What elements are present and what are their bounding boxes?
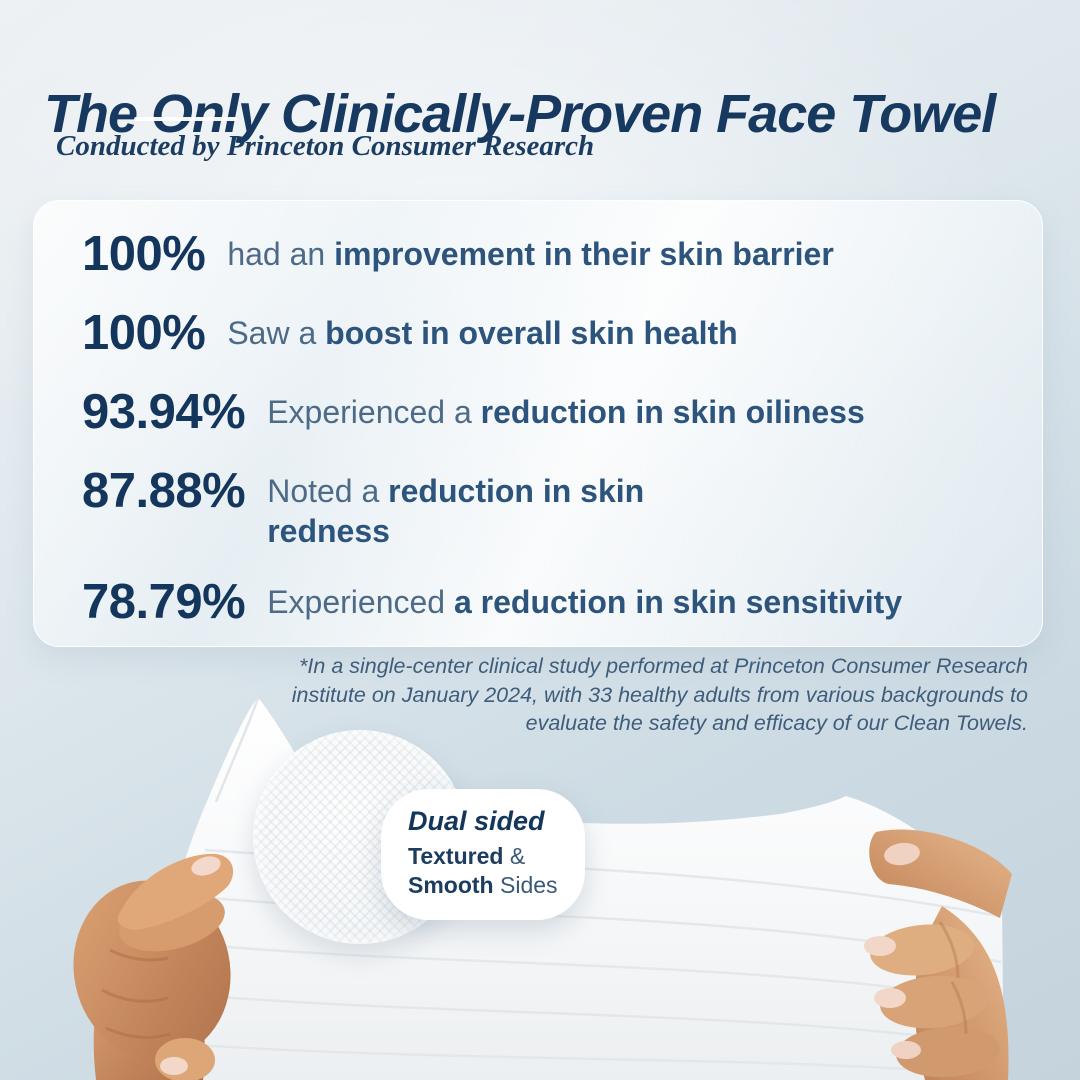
stat-row-skin-redness: 87.88% Noted a reduction in skin redness — [82, 464, 1004, 551]
stat-percent: 100% — [82, 227, 206, 281]
badge-sides-label: Sides — [493, 872, 558, 899]
title-underline — [134, 117, 237, 121]
stat-row-skin-sensitivity: 78.79% Experienced a reduction in skin s… — [82, 575, 1004, 630]
stat-percent: 100% — [82, 305, 206, 360]
knuckle-creases — [938, 921, 968, 1035]
badge-textured-label: Textured — [408, 843, 504, 869]
stat-desc-prefix: had an — [227, 236, 335, 272]
stat-desc-prefix: Noted a — [267, 472, 389, 509]
finger-nail — [874, 988, 906, 1008]
stat-percent: 87.88% — [82, 463, 246, 518]
finger-nail — [160, 1057, 188, 1075]
disclaimer-line: evaluate the safety and efficacy of our … — [525, 711, 1028, 736]
finger-nail — [891, 1041, 921, 1059]
stat-description: Saw a boost in overall skin health — [227, 306, 737, 353]
badge-line-textured: Textured & — [408, 842, 558, 871]
stat-desc-prefix: Experienced a — [267, 393, 481, 430]
study-disclaimer: *In a single-center clinical study perfo… — [292, 652, 1028, 738]
stat-row-skin-health: 100% Saw a boost in overall skin health — [82, 306, 1004, 361]
stat-desc-bold: reduction in skin redness — [267, 472, 645, 549]
knuckle-creases — [101, 948, 171, 1039]
index-finger-nail — [884, 842, 920, 866]
stat-desc-prefix: Experienced — [267, 583, 454, 620]
disclaimer-line: *In a single-center clinical study perfo… — [299, 654, 1028, 678]
disclaimer-line: institute on January 2024, with 33 healt… — [291, 682, 1028, 707]
page-title: The Only Clinically-Proven Face Towel — [44, 84, 996, 145]
page-subtitle: Conducted by Princeton Consumer Research — [56, 130, 595, 162]
stat-description: Noted a reduction in skin redness — [267, 464, 727, 551]
stat-desc-bold: reduction in skin oiliness — [480, 393, 865, 430]
stat-desc-bold: boost in overall skin health — [325, 314, 738, 351]
stat-desc-bold: a reduction in skin sensitivity — [453, 583, 903, 620]
thumb-nail — [191, 856, 221, 876]
badge-ampersand: & — [503, 843, 526, 869]
stat-desc-bold: improvement in their skin barrier — [334, 236, 834, 272]
stat-description: Experienced a reduction in skin oiliness — [267, 385, 865, 432]
badge-title: Dual sided — [408, 806, 545, 836]
stat-row-skin-barrier: 100% had an improvement in their skin ba… — [82, 227, 1004, 282]
stat-percent: 78.79% — [82, 574, 246, 629]
finger-nail — [864, 936, 896, 956]
stat-percent: 93.94% — [82, 384, 246, 439]
clinical-stats-card: 100% had an improvement in their skin ba… — [33, 200, 1043, 647]
left-hand — [73, 853, 234, 1080]
stat-description: Experienced a reduction in skin sensitiv… — [267, 575, 902, 622]
stat-row-skin-oiliness: 93.94% Experienced a reduction in skin o… — [82, 385, 1004, 440]
badge-line-smooth: Smooth Sides — [408, 871, 558, 900]
stat-description: had an improvement in their skin barrier — [227, 227, 833, 274]
right-hand — [864, 829, 1012, 1080]
dual-sided-badge: Dual sided Textured & Smooth Sides — [381, 789, 585, 920]
stat-desc-prefix: Saw a — [227, 314, 326, 351]
badge-smooth-label: Smooth — [408, 872, 494, 899]
